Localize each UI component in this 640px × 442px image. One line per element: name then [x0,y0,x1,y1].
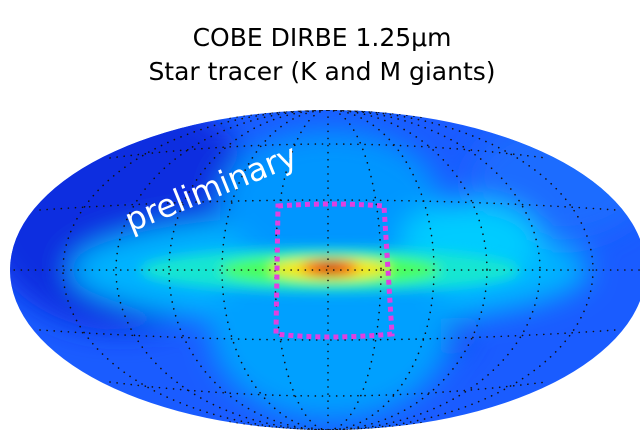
sky-map-figure: COBE DIRBE 1.25μm Star tracer (K and M g… [0,0,640,442]
sky-map [0,90,640,442]
subtitle: Star tracer (K and M giants) [148,57,495,86]
title: COBE DIRBE 1.25μm [193,23,452,52]
